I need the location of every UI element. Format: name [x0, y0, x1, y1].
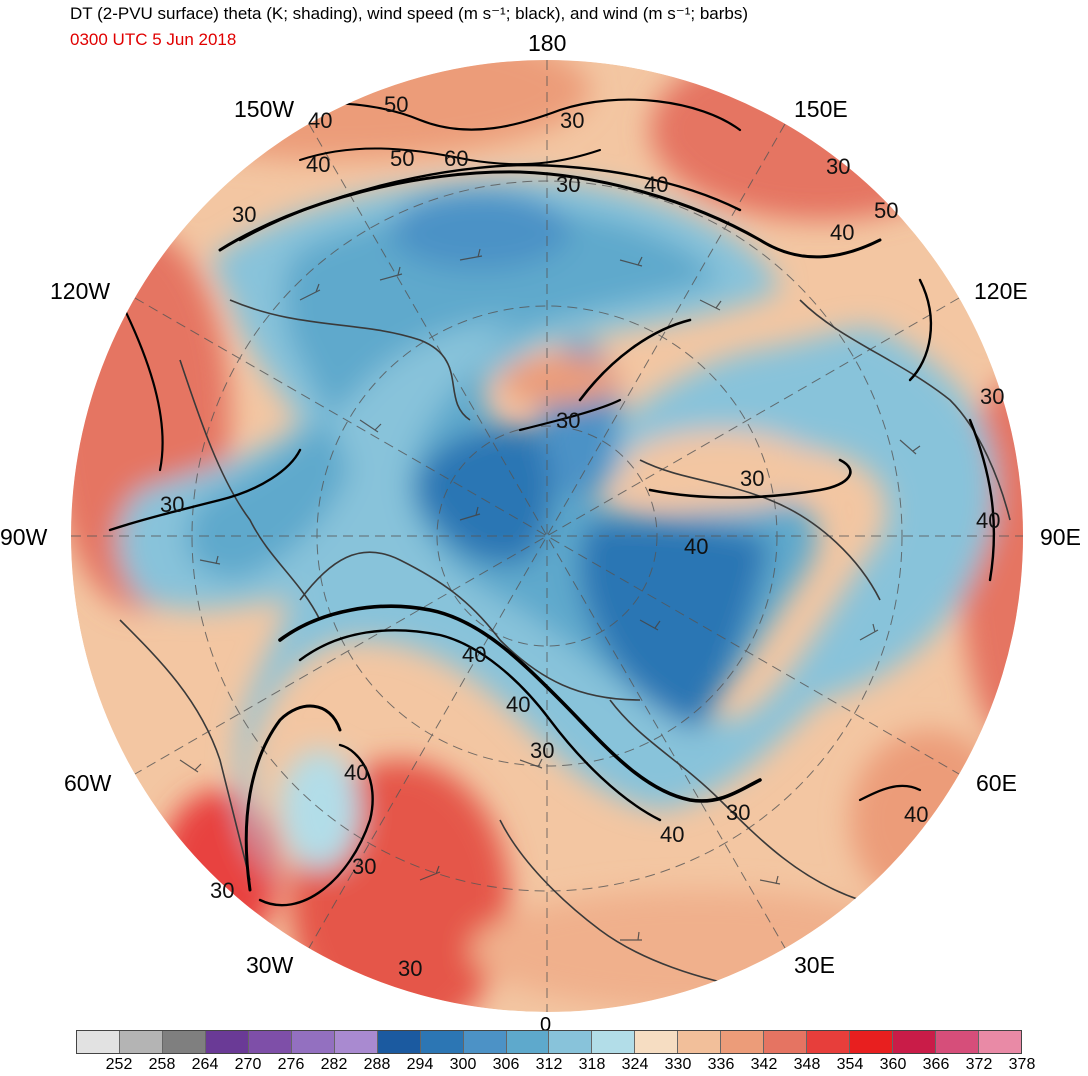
colorbar-swatch: [979, 1031, 1021, 1053]
contour-label: 60: [444, 146, 468, 171]
contour-label: 30: [210, 878, 234, 903]
contour-label: 30: [556, 172, 580, 197]
longitude-label-90e: 90E: [1040, 524, 1081, 550]
contour-label: 40: [506, 692, 530, 717]
colorbar-swatch: [205, 1031, 249, 1053]
colorbar-swatch: [721, 1031, 765, 1053]
contour-label: 30: [160, 492, 184, 517]
colorbar-swatch: [291, 1031, 335, 1053]
colorbar-swatch: [635, 1031, 679, 1053]
longitude-label-120e: 120E: [974, 278, 1028, 304]
colorbar-swatch: [549, 1031, 593, 1053]
longitude-label-180: 180: [528, 30, 567, 56]
colorbar-tick-label: 270: [234, 1056, 262, 1073]
contour-labels: 30 30 30 30 30 30 30 30 30 30 30 30 30 4…: [160, 92, 1004, 981]
colorbar-tick-label: 300: [449, 1056, 477, 1073]
contour-label: 30: [352, 854, 376, 879]
colorbar-swatch: [678, 1031, 722, 1053]
polar-map: 30 30 30 30 30 30 30 30 30 30 30 30 30 4…: [71, 60, 1023, 1012]
colorbar-tick-label: 366: [922, 1056, 950, 1073]
map-title: DT (2-PVU surface) theta (K; shading), w…: [70, 4, 749, 23]
contour-label: 30: [556, 408, 580, 433]
contour-label: 30: [726, 800, 750, 825]
contour-label: 40: [660, 822, 684, 847]
longitude-label-30w: 30W: [246, 952, 294, 978]
colorbar-tick-label: 348: [793, 1056, 821, 1073]
longitude-label-30e: 30E: [794, 952, 835, 978]
colorbar-tick-label: 276: [277, 1056, 305, 1073]
longitude-label-90w: 90W: [0, 524, 48, 550]
colorbar-swatch: [506, 1031, 550, 1053]
colorbar-tick-label: 372: [965, 1056, 993, 1073]
colorbar-tick-label: 282: [320, 1056, 348, 1073]
longitude-label-150w: 150W: [234, 96, 295, 122]
colorbar-tick-label: 294: [406, 1056, 434, 1073]
contour-label: 40: [976, 508, 1000, 533]
colorbar-swatch: [119, 1031, 163, 1053]
longitude-label-0: 0: [540, 1014, 552, 1036]
colorbar-ticks: 252 258 264 270 276 282 288 294 300 306 312 318 324 3…: [76, 1056, 1036, 1076]
colorbar-tick-label: 360: [879, 1056, 907, 1073]
colorbar-swatch: [807, 1031, 851, 1053]
contour-label: 30: [826, 154, 850, 179]
colorbar-swatch: [592, 1031, 636, 1053]
contour-label: 50: [874, 198, 898, 223]
contour-label: 40: [904, 802, 928, 827]
contour-label: 40: [306, 152, 330, 177]
colorbar-tick-label: 342: [750, 1056, 778, 1073]
wind-barbs: [179, 248, 921, 941]
colorbar-swatch: [162, 1031, 206, 1053]
contour-label: 40: [830, 220, 854, 245]
colorbar-swatch: [377, 1031, 421, 1053]
graticule: [71, 60, 1023, 1012]
longitude-label-150e: 150E: [794, 96, 848, 122]
colorbar: [76, 1030, 1022, 1054]
colorbar-swatch: [764, 1031, 808, 1053]
colorbar-tick-label: 306: [492, 1056, 520, 1073]
contour-label: 30: [232, 202, 256, 227]
contour-label: 50: [384, 92, 408, 117]
colorbar-tick-label: 258: [148, 1056, 176, 1073]
colorbar-tick-label: 354: [836, 1056, 864, 1073]
colorbar-tick-label: 378: [1008, 1056, 1036, 1073]
colorbar-tick-label: 288: [363, 1056, 391, 1073]
contour-label: 30: [398, 956, 422, 981]
colorbar-swatch: [420, 1031, 464, 1053]
contour-label: 40: [462, 642, 486, 667]
colorbar-swatch: [463, 1031, 507, 1053]
colorbar-tick-label: 312: [535, 1056, 563, 1073]
contour-label: 40: [684, 534, 708, 559]
contour-label: 50: [390, 146, 414, 171]
longitude-label-60e: 60E: [976, 770, 1017, 796]
contour-label: 30: [560, 108, 584, 133]
colorbar-swatch: [334, 1031, 378, 1053]
colorbar-swatch: [893, 1031, 937, 1053]
theta-shading: [71, 60, 1023, 1012]
valid-time: 0300 UTC 5 Jun 2018: [70, 30, 237, 49]
contour-label: 30: [980, 384, 1004, 409]
longitude-label-120w: 120W: [50, 278, 111, 304]
colorbar-tick-label: 336: [707, 1056, 735, 1073]
longitude-label-60w: 60W: [64, 770, 112, 796]
contour-label: 30: [530, 738, 554, 763]
contour-label: 40: [308, 108, 332, 133]
colorbar-swatch: [850, 1031, 894, 1053]
colorbar-tick-label: 264: [191, 1056, 219, 1073]
colorbar-tick-label: 318: [578, 1056, 606, 1073]
colorbar-swatch: [77, 1031, 120, 1053]
contour-label: 30: [740, 466, 764, 491]
colorbar-swatch: [936, 1031, 980, 1053]
colorbar-tick-label: 252: [105, 1056, 133, 1073]
colorbar-swatch: [248, 1031, 292, 1053]
colorbar-tick-label: 330: [664, 1056, 692, 1073]
colorbar-tick-label: 324: [621, 1056, 649, 1073]
contour-label: 40: [644, 172, 668, 197]
contour-label: 40: [344, 760, 368, 785]
